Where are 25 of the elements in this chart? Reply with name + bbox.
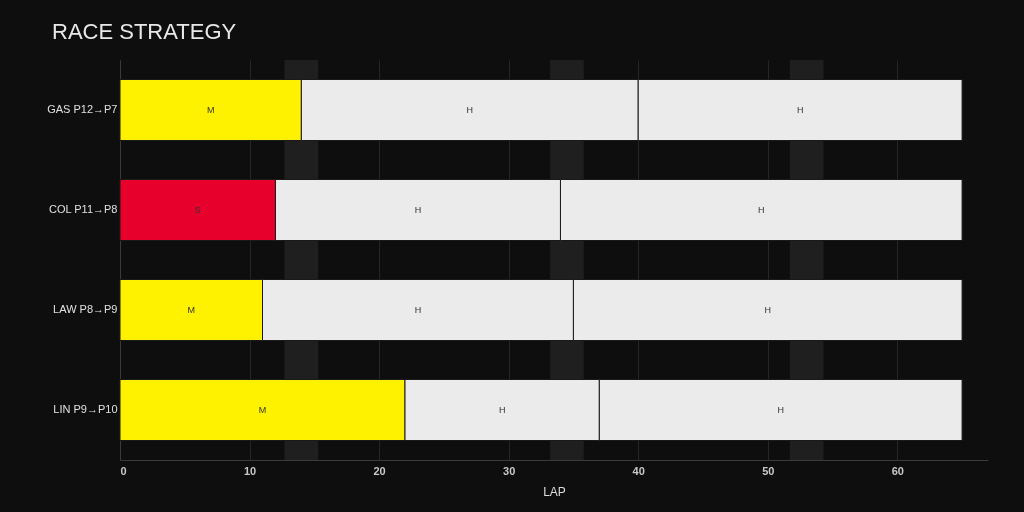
data-label: H xyxy=(498,405,506,415)
data-label: H xyxy=(758,205,765,215)
x-tick-label: 10 xyxy=(243,464,257,477)
data-label: H xyxy=(796,105,804,115)
x-tick-label: 20 xyxy=(373,464,386,477)
x-tick-label: 50 xyxy=(762,464,775,477)
y-tick-label: COL P11→P8 xyxy=(49,203,118,215)
data-label: M xyxy=(258,405,267,415)
data-label: M xyxy=(206,105,215,115)
data-label: H xyxy=(414,205,422,215)
data-label: H xyxy=(414,305,422,315)
data-label: M xyxy=(187,305,195,315)
data-label: H xyxy=(466,105,474,115)
x-tick-label: 40 xyxy=(632,464,645,477)
y-tick-label: LIN P9→P10 xyxy=(53,403,118,415)
x-tick-label: 30 xyxy=(503,464,516,477)
y-tick-label: LAW P8→P9 xyxy=(53,303,118,315)
chart-title: RACE STRATEGY xyxy=(52,19,237,44)
x-axis-title: LAP xyxy=(543,484,566,499)
data-label: H xyxy=(764,305,772,315)
x-tick-label: 60 xyxy=(891,464,904,477)
y-tick-label: GAS P12→P7 xyxy=(47,103,118,115)
data-label: H xyxy=(777,405,784,415)
x-tick-label: 0 xyxy=(120,464,127,477)
data-label: S xyxy=(194,205,201,215)
